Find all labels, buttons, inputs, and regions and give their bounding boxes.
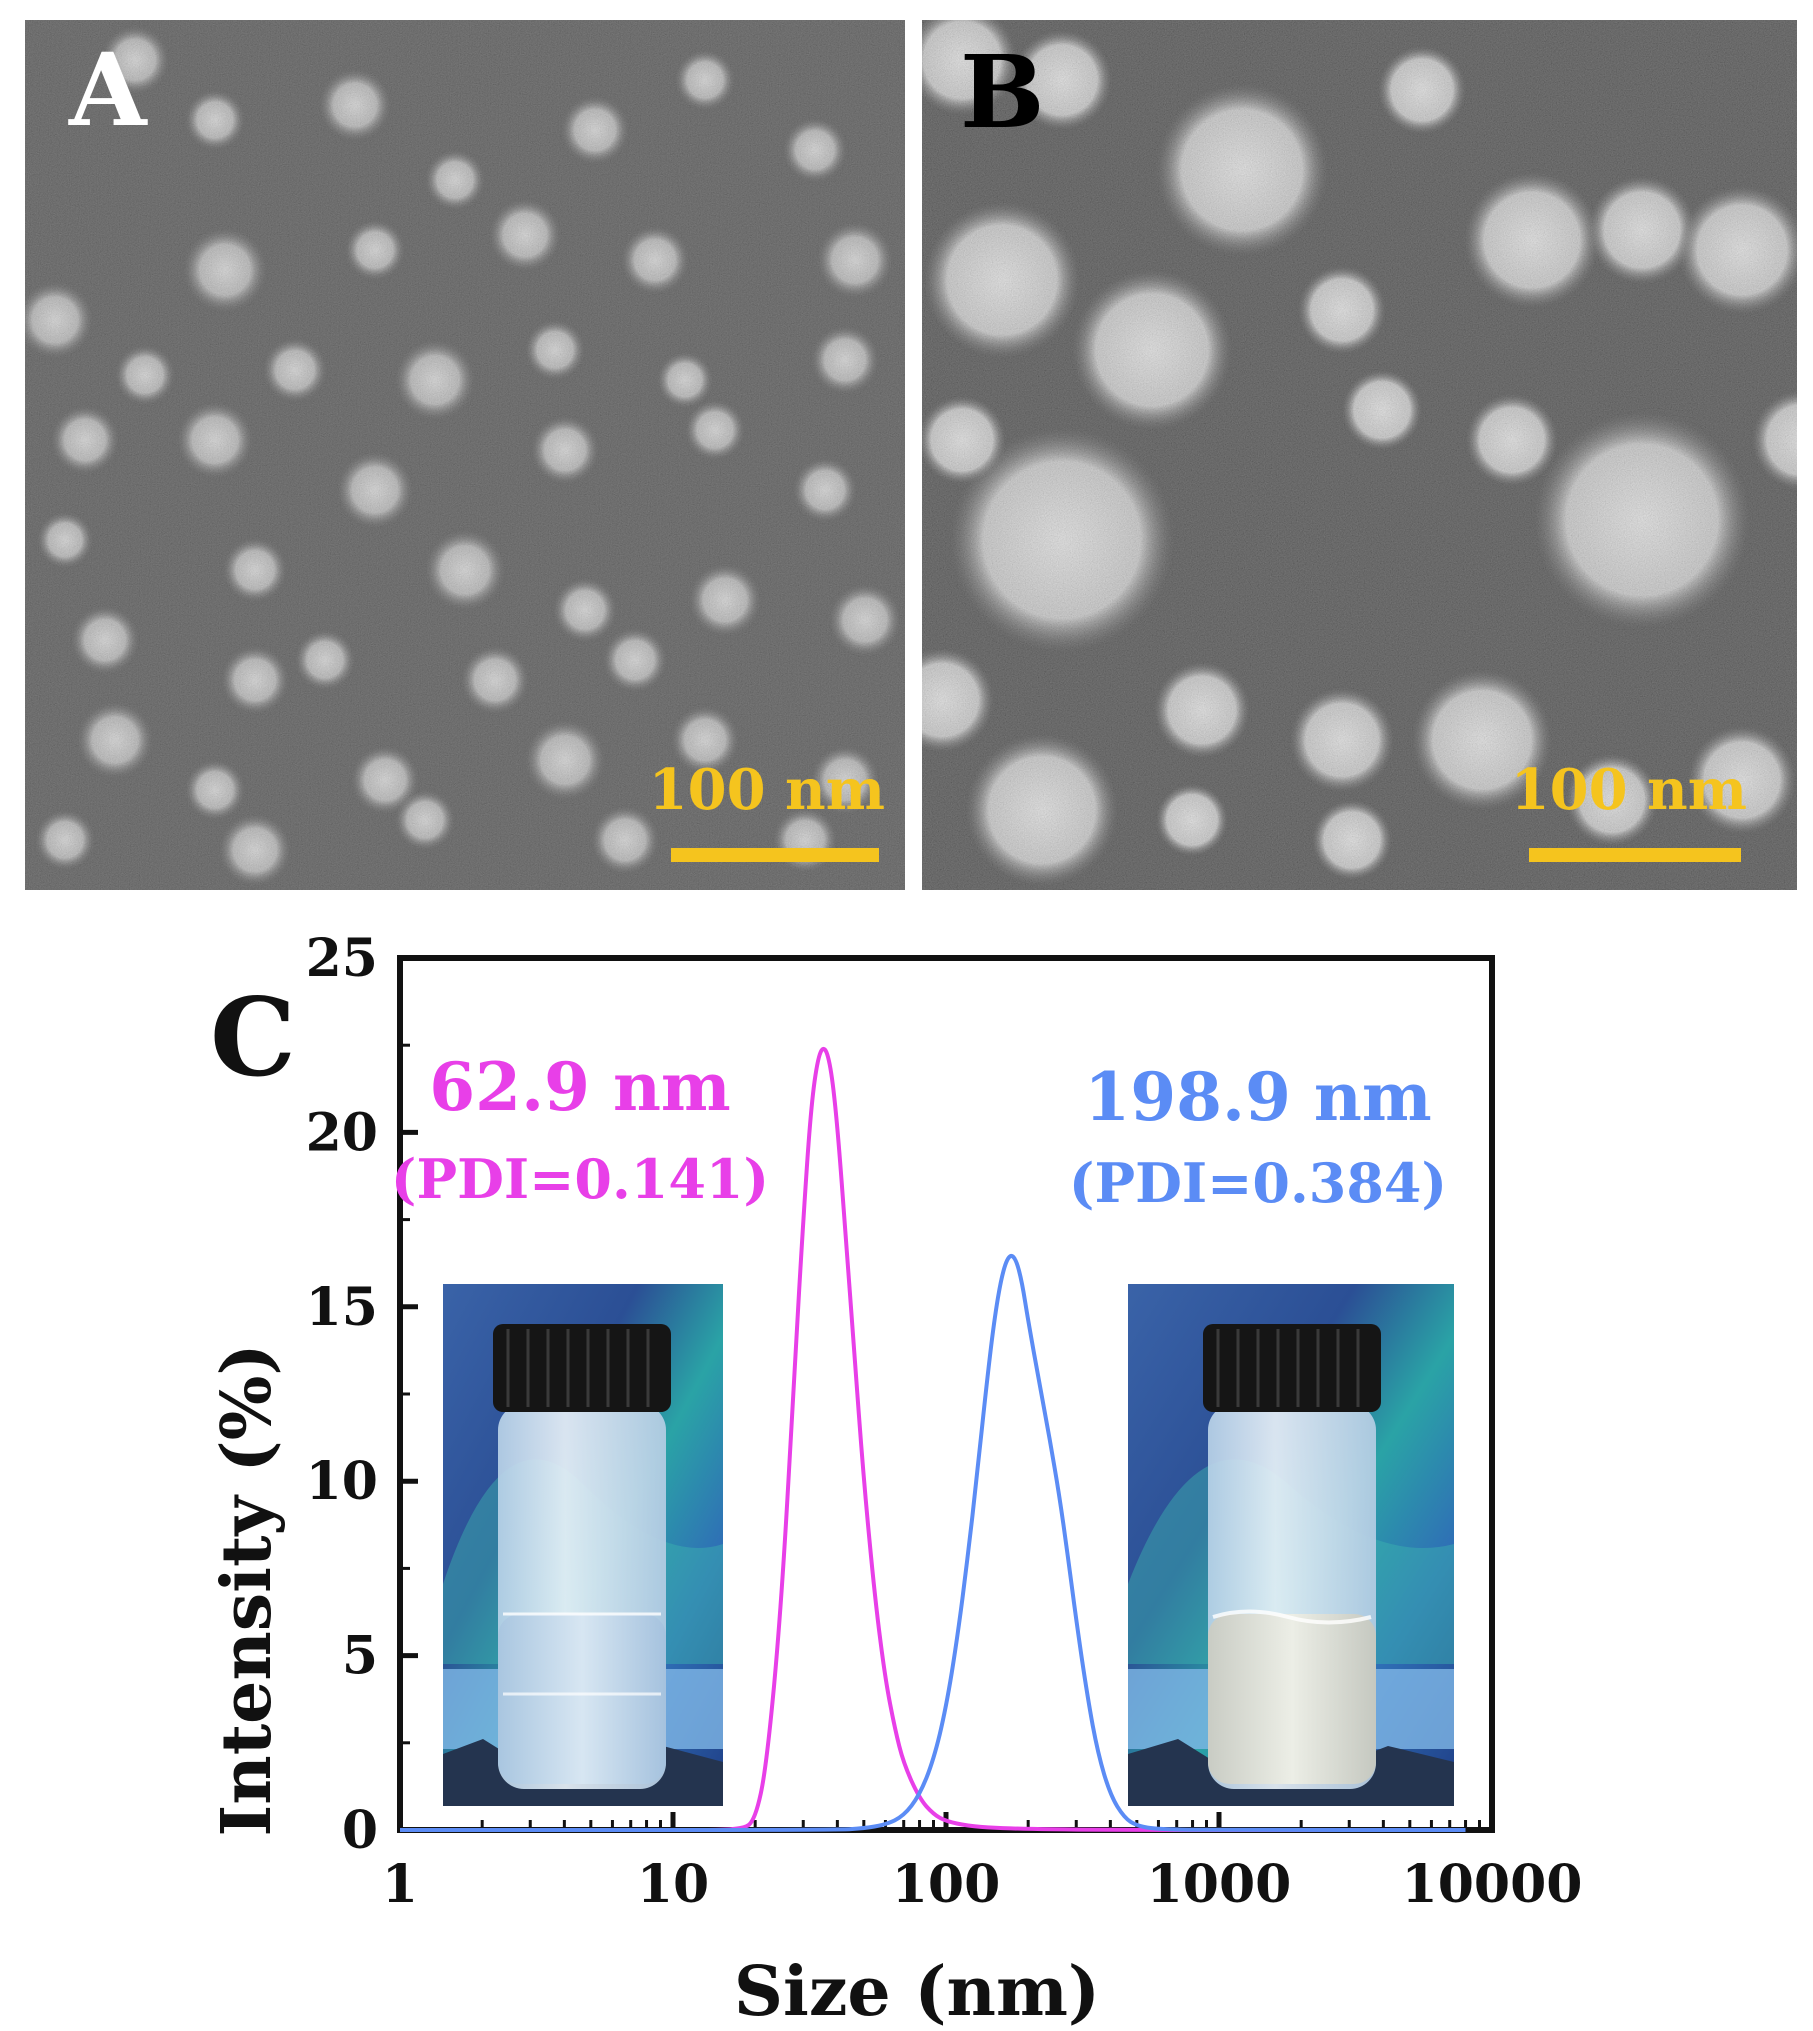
series-line-2	[400, 1253, 1466, 1833]
scale-bar-label-b: 100 nm	[1510, 757, 1747, 823]
y-tick-label: 5	[342, 1626, 378, 1687]
y-tick-label: 10	[306, 1451, 378, 1512]
annotation-2: (PDI=0.141)	[391, 1147, 769, 1211]
x-tick-label: 1	[382, 1854, 418, 1915]
scale-bar-label-a: 100 nm	[648, 757, 885, 823]
y-tick-label: 25	[306, 928, 378, 989]
vial-photo-left	[443, 1284, 723, 1806]
scale-bar-b	[1529, 848, 1741, 862]
chart-panel-c: C 1 10 100 1000 10000 0 5 10 15 20 25 62.9 nm (PDI=…	[0, 900, 1813, 2031]
micrograph-a-image	[25, 20, 905, 890]
x-axis-label: Size (nm)	[734, 1952, 1100, 2031]
micrograph-panel-b: B 100 nm	[922, 20, 1797, 890]
y-tick-label: 20	[306, 1102, 378, 1163]
panel-letter-b: B	[960, 33, 1045, 151]
panel-letter-a: A	[69, 31, 147, 149]
micrograph-panel-a: A 100 nm	[25, 20, 905, 890]
annotation-1: 62.9 nm	[429, 1048, 731, 1126]
vial-photo-right	[1128, 1284, 1454, 1806]
annotation-3: 198.9 nm	[1084, 1058, 1431, 1136]
y-tick-label: 0	[342, 1800, 378, 1861]
panel-letter-c: C	[210, 975, 296, 1101]
scale-bar-a	[671, 848, 879, 862]
x-tick-label: 10000	[1402, 1854, 1583, 1915]
y-axis-label: Intensity (%)	[207, 1343, 287, 1836]
series-line-1	[400, 1046, 1466, 1833]
size-distribution-chart: C 1 10 100 1000 10000 0 5 10 15 20 25 62.9 nm (PDI=…	[207, 928, 1583, 2031]
x-tick-label: 100	[892, 1854, 1001, 1915]
y-tick-label: 15	[306, 1277, 378, 1338]
vial-right-image	[1128, 1284, 1454, 1806]
x-tick-label: 10	[637, 1854, 709, 1915]
micrograph-b-image	[922, 20, 1797, 890]
x-tick-label: 1000	[1147, 1854, 1292, 1915]
vial-left-image	[443, 1284, 723, 1806]
annotation-4: (PDI=0.384)	[1069, 1151, 1447, 1215]
